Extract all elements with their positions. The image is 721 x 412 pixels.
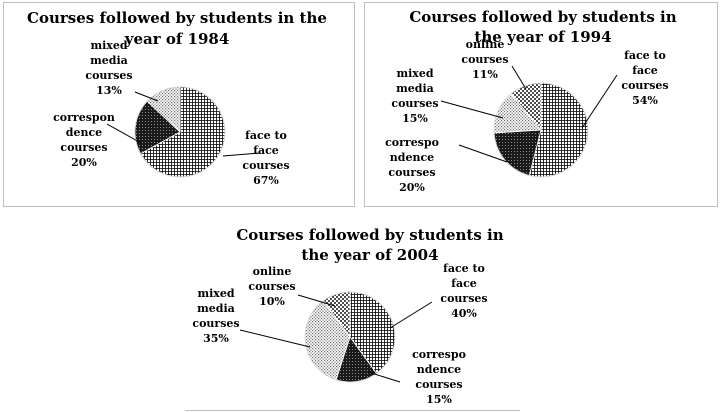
data-label-text: face xyxy=(632,64,658,77)
data-label-text: courses xyxy=(388,166,435,179)
data-label-text: correspo xyxy=(412,348,466,361)
data-label-text: online xyxy=(466,38,505,51)
pie-outline xyxy=(493,82,589,178)
data-label-face-to-face-courses: face to face courses 40% xyxy=(440,262,487,320)
leader-line-correspondence-courses xyxy=(458,144,508,163)
pie-outline xyxy=(304,291,396,383)
pie-chart-1994: Courses followed by students in the year … xyxy=(385,8,677,194)
data-label-text: ndence xyxy=(390,151,434,164)
chart-title: Courses followed by students in the year … xyxy=(27,9,327,48)
data-label-text: face xyxy=(451,277,477,290)
chart-title-line: Courses followed by students in xyxy=(409,8,676,26)
pie-outline xyxy=(134,86,226,178)
data-label-percent: 15% xyxy=(426,393,452,406)
data-label-text: online xyxy=(253,265,292,278)
data-label-correspondence-courses: correspon dence courses 20% xyxy=(53,111,115,169)
pie-chart-1984: Courses followed by students in the year … xyxy=(27,9,327,187)
data-label-percent: 40% xyxy=(451,307,477,320)
data-label-text: courses xyxy=(391,97,438,110)
data-label-text: face to xyxy=(245,129,287,142)
data-label-text: mixed xyxy=(396,67,433,80)
leader-line-face-to-face-courses xyxy=(581,74,618,129)
data-label-mixed-media-courses: mixed media courses 35% xyxy=(192,287,239,345)
data-label-text: mixed xyxy=(197,287,234,300)
pie-chart-2004: Courses followed by students in the year … xyxy=(192,226,503,406)
leader-line-mixed-media-courses xyxy=(134,91,159,102)
data-label-text: face to xyxy=(443,262,485,275)
chart-title-line: Courses followed by students in xyxy=(236,226,503,244)
data-label-text: ndence xyxy=(417,363,461,376)
data-label-text: courses xyxy=(60,141,107,154)
chart-title: Courses followed by students in the year … xyxy=(409,8,676,46)
data-label-percent: 10% xyxy=(259,295,285,308)
data-label-percent: 54% xyxy=(632,94,658,107)
chart-title: Courses followed by students in the year … xyxy=(236,226,503,264)
data-label-text: courses xyxy=(461,53,508,66)
data-label-online-courses: online courses 11% xyxy=(461,38,508,81)
data-label-text: courses xyxy=(440,292,487,305)
data-label-text: courses xyxy=(242,159,289,172)
data-label-text: dence xyxy=(66,126,102,139)
data-label-percent: 13% xyxy=(96,84,122,97)
leader-line-online-courses xyxy=(297,294,336,307)
data-label-text: media xyxy=(396,82,434,95)
data-label-text: correspo xyxy=(385,136,439,149)
data-label-percent: 67% xyxy=(253,174,279,187)
data-label-percent: 35% xyxy=(203,332,229,345)
data-label-text: courses xyxy=(621,79,668,92)
leader-line-correspondence-courses xyxy=(106,123,142,144)
data-label-mixed-media-courses: mixed media courses 13% xyxy=(85,39,132,97)
leader-line-correspondence-courses xyxy=(367,371,401,383)
leader-line-face-to-face-courses xyxy=(389,301,433,329)
data-label-percent: 11% xyxy=(472,68,498,81)
data-label-text: courses xyxy=(85,69,132,82)
data-label-text: mixed xyxy=(90,39,127,52)
data-label-correspondence-courses: correspo ndence courses 15% xyxy=(412,348,466,406)
data-label-percent: 20% xyxy=(71,156,97,169)
leader-line-mixed-media-courses xyxy=(440,100,504,119)
chart-title-line: the year of 1994 xyxy=(474,28,611,46)
data-label-text: media xyxy=(197,302,235,315)
charts-layer: Courses followed by students in the year … xyxy=(27,8,677,406)
data-label-text: courses xyxy=(248,280,295,293)
data-label-correspondence-courses: correspo ndence courses 20% xyxy=(385,136,439,194)
data-label-text: face to xyxy=(624,49,666,62)
data-label-text: media xyxy=(90,54,128,67)
data-label-percent: 15% xyxy=(402,112,428,125)
data-label-face-to-face-courses: face to face courses 67% xyxy=(242,129,289,187)
data-label-online-courses: online courses 10% xyxy=(248,265,295,308)
data-label-text: face xyxy=(253,144,279,157)
data-label-text: courses xyxy=(192,317,239,330)
data-label-text: correspon xyxy=(53,111,115,124)
leader-line-face-to-face-courses xyxy=(222,152,261,157)
chart-title-line: Courses followed by students in the xyxy=(27,9,327,27)
data-label-mixed-media-courses: mixed media courses 15% xyxy=(391,67,438,125)
data-label-text: courses xyxy=(415,378,462,391)
data-label-percent: 20% xyxy=(399,181,425,194)
leader-line-online-courses xyxy=(511,65,527,90)
chart-title-line: the year of 2004 xyxy=(301,246,438,264)
chart-title-line: year of 1984 xyxy=(124,30,230,48)
data-label-face-to-face-courses: face to face courses 54% xyxy=(621,49,668,107)
leader-line-mixed-media-courses xyxy=(239,329,311,348)
